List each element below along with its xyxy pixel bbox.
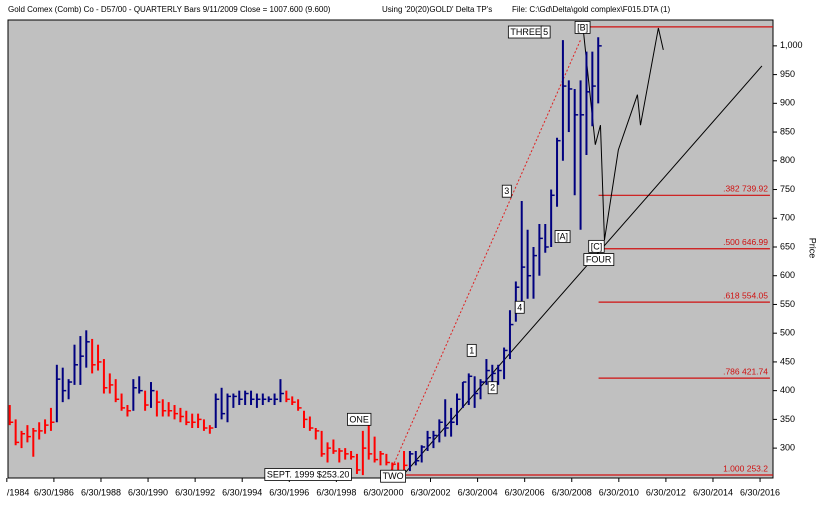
- x-tick-label: 6/30/1994: [222, 487, 262, 497]
- annotation-box: [540, 25, 551, 39]
- header-middle: Using '20(20)GOLD' Delta TP's: [382, 5, 492, 14]
- trend-line: [400, 65, 763, 478]
- annotation-label: ONE: [349, 414, 369, 424]
- annotation: 4: [514, 300, 525, 314]
- x-tick-label: 6/30/2006: [505, 487, 545, 497]
- y-tick-label: 650: [780, 241, 795, 251]
- annotation: 2: [487, 381, 498, 395]
- annotation-label: 2: [490, 383, 495, 393]
- y-tick-label: 850: [780, 126, 795, 136]
- annotation-box: [554, 230, 571, 243]
- y-tick-label: 400: [780, 385, 795, 395]
- annotation-box: [583, 253, 615, 266]
- fib-label: .618 554.05: [723, 290, 768, 300]
- y-tick-label: 300: [780, 442, 795, 452]
- annotation-box: [514, 300, 525, 314]
- y-tick-label: 500: [780, 328, 795, 338]
- annotation-label: 3: [504, 186, 509, 196]
- annotation: 1: [466, 343, 477, 357]
- annotation-box: [347, 412, 372, 426]
- y-tick-label: 800: [780, 155, 795, 165]
- annotation-box: [588, 239, 605, 253]
- annotation-box: [380, 469, 406, 483]
- x-tick-label: 6/30/1986: [34, 487, 74, 497]
- annotation: [B]: [574, 21, 591, 34]
- x-tick-label: 6/30/2010: [599, 487, 639, 497]
- annotation-box: [501, 184, 512, 198]
- annotation-box: [574, 21, 591, 34]
- annotation: TWO: [380, 469, 406, 483]
- plot-layer: [8, 26, 773, 478]
- projection-line: [582, 27, 664, 241]
- header-right: File: C:\Gd\Delta\gold complex\F015.DTA …: [512, 5, 670, 14]
- x-tick-label: 6/30/2002: [410, 487, 450, 497]
- annotation-label: FOUR: [586, 255, 612, 265]
- y-tick-label: 600: [780, 270, 795, 280]
- y-tick-label: 450: [780, 356, 795, 366]
- annotation-box: [264, 468, 352, 481]
- annotation-label: THREE: [510, 27, 541, 37]
- x-tick-label: 6/30/1992: [175, 487, 215, 497]
- y-tick-label: 700: [780, 213, 795, 223]
- y-tick-label: 900: [780, 98, 795, 108]
- fib-label: .786 421.74: [723, 366, 768, 376]
- fib-label: .382 739.92: [723, 184, 768, 194]
- annotation-label: 1: [469, 345, 474, 355]
- y-tick-label: 550: [780, 299, 795, 309]
- annotation: SEPT. 1999 $253.20: [264, 468, 352, 481]
- annotation-label: SEPT. 1999 $253.20: [267, 470, 350, 480]
- annotation-box: [487, 381, 498, 395]
- x-tick-label: 6/30/2004: [458, 487, 498, 497]
- annotation-box: [466, 343, 477, 357]
- x-tick-label: 6/30/1988: [81, 487, 121, 497]
- y-tick-label: 950: [780, 69, 795, 79]
- annotation: ONE: [347, 412, 372, 426]
- y-tick-label: 1,000: [780, 40, 803, 50]
- x-tick-label: 6/30/2000: [363, 487, 403, 497]
- annotation: 3: [501, 184, 512, 198]
- x-tick-label: /1984: [7, 487, 30, 497]
- annotation: [A]: [554, 230, 571, 243]
- annotation: 5: [540, 25, 551, 39]
- annotation: THREE: [507, 25, 544, 39]
- y-tick-label: 750: [780, 184, 795, 194]
- x-tick-label: 6/30/1996: [269, 487, 309, 497]
- annotation-label: 4: [517, 302, 522, 312]
- annotation: FOUR: [583, 253, 615, 266]
- fib-label: 1.000 253.2: [723, 463, 768, 473]
- annotation-label: TWO: [383, 471, 404, 481]
- annotation: [C]: [588, 239, 605, 253]
- annotation-label: [B]: [577, 22, 588, 32]
- annotation-label: [A]: [557, 232, 568, 242]
- x-tick-label: 6/30/2008: [552, 487, 592, 497]
- y-axis-label: Price: [808, 238, 818, 259]
- x-tick-label: 6/30/1998: [316, 487, 356, 497]
- x-tick-label: 6/30/2012: [646, 487, 686, 497]
- x-tick-label: 6/30/2016: [740, 487, 780, 497]
- annotation-label: 5: [543, 27, 548, 37]
- x-tick-label: 6/30/2014: [693, 487, 733, 497]
- x-tick-label: 6/30/1990: [128, 487, 168, 497]
- header-left: Gold Comex (Comb) Co - D57/00 - QUARTERL…: [8, 5, 331, 14]
- annotation-label: [C]: [591, 241, 603, 251]
- y-tick-label: 350: [780, 414, 795, 424]
- fib-label: .500 646.99: [723, 237, 768, 247]
